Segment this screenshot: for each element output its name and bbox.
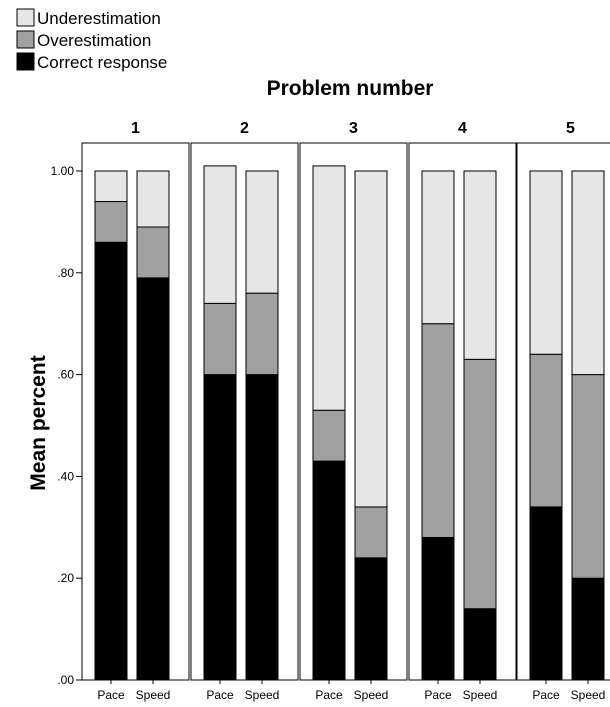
y-axis: .00 .20 .40 .60 .80 1.00 — [51, 164, 82, 687]
x-tick-label: Speed — [463, 688, 498, 702]
bar-underestimation — [463, 170, 497, 360]
bar-overestimation — [354, 506, 388, 559]
bar-underestimation — [529, 170, 563, 355]
panel-frame — [408, 142, 517, 681]
bar-correct — [312, 460, 346, 681]
bar-underestimation — [354, 170, 388, 508]
panel-frame — [299, 142, 408, 681]
y-tick-label: .00 — [57, 673, 74, 687]
legend-label-2: Correct response — [37, 53, 167, 72]
bar-overestimation — [529, 353, 563, 508]
panel-4: 4 Pace Speed — [408, 120, 517, 702]
x-tick-label: Speed — [245, 688, 280, 702]
bar-correct — [571, 577, 605, 681]
y-axis-label: Mean percent — [27, 355, 50, 490]
bar-underestimation — [136, 170, 170, 228]
bar-overestimation — [571, 374, 605, 579]
bar-underestimation — [312, 165, 346, 411]
legend: Underestimation Overestimation Correct res… — [16, 8, 167, 72]
panel-3: 3 Pace Speed — [299, 120, 408, 702]
bar-correct — [529, 506, 563, 681]
x-tick-label: Pace — [206, 688, 234, 702]
panel-title: 1 — [131, 120, 140, 137]
panel-title: 4 — [458, 120, 467, 137]
legend-label-0: Underestimation — [37, 9, 161, 28]
bar-overestimation — [421, 323, 455, 538]
bar-underestimation — [203, 165, 237, 304]
bar-correct — [245, 374, 279, 681]
bar-overestimation — [94, 201, 128, 243]
legend-label-1: Overestimation — [37, 31, 151, 50]
x-tick-label: Speed — [136, 688, 171, 702]
x-tick-label: Pace — [315, 688, 343, 702]
x-tick-label: Pace — [532, 688, 560, 702]
bar-underestimation — [245, 170, 279, 294]
bar-correct — [203, 374, 237, 681]
panel-frame — [81, 142, 190, 681]
x-tick-label: Speed — [571, 688, 606, 702]
bar-overestimation — [245, 292, 279, 376]
panel-title: 5 — [566, 120, 575, 137]
y-tick-label: 1.00 — [51, 164, 75, 178]
legend-swatch-0 — [16, 8, 35, 27]
y-tick-label: .40 — [57, 469, 74, 483]
y-tick-label: .20 — [57, 571, 74, 585]
bar-underestimation — [421, 170, 455, 325]
legend-swatch-2 — [16, 52, 35, 71]
bar-overestimation — [136, 226, 170, 279]
panel-2: 2 Pace Speed — [190, 120, 299, 702]
chart-title: Problem number — [267, 77, 434, 100]
y-tick-label: .60 — [57, 368, 74, 382]
panel-title: 3 — [349, 120, 358, 137]
panels: 1 Pace Speed 2 Pace Speed 3 Pace Speed 4 Pace Speed… — [81, 120, 610, 702]
bar-correct — [421, 536, 455, 681]
bar-overestimation — [312, 409, 346, 462]
y-tick-label: .80 — [57, 266, 74, 280]
panel-title: 2 — [240, 120, 249, 137]
bar-correct — [136, 277, 170, 681]
legend-swatch-1 — [16, 30, 35, 49]
bar-correct — [354, 557, 388, 681]
panel-5: 5 Pace Speed — [516, 120, 610, 702]
panel-frame — [190, 142, 299, 681]
panel-1: 1 Pace Speed — [81, 120, 190, 702]
bar-overestimation — [203, 302, 237, 376]
bar-correct — [463, 608, 497, 681]
bar-overestimation — [463, 358, 497, 610]
panel-frame — [516, 142, 610, 681]
x-tick-label: Speed — [354, 688, 389, 702]
bar-underestimation — [571, 170, 605, 376]
x-tick-label: Pace — [424, 688, 452, 702]
x-tick-label: Pace — [97, 688, 125, 702]
bar-correct — [94, 241, 128, 681]
bar-underestimation — [94, 170, 128, 203]
